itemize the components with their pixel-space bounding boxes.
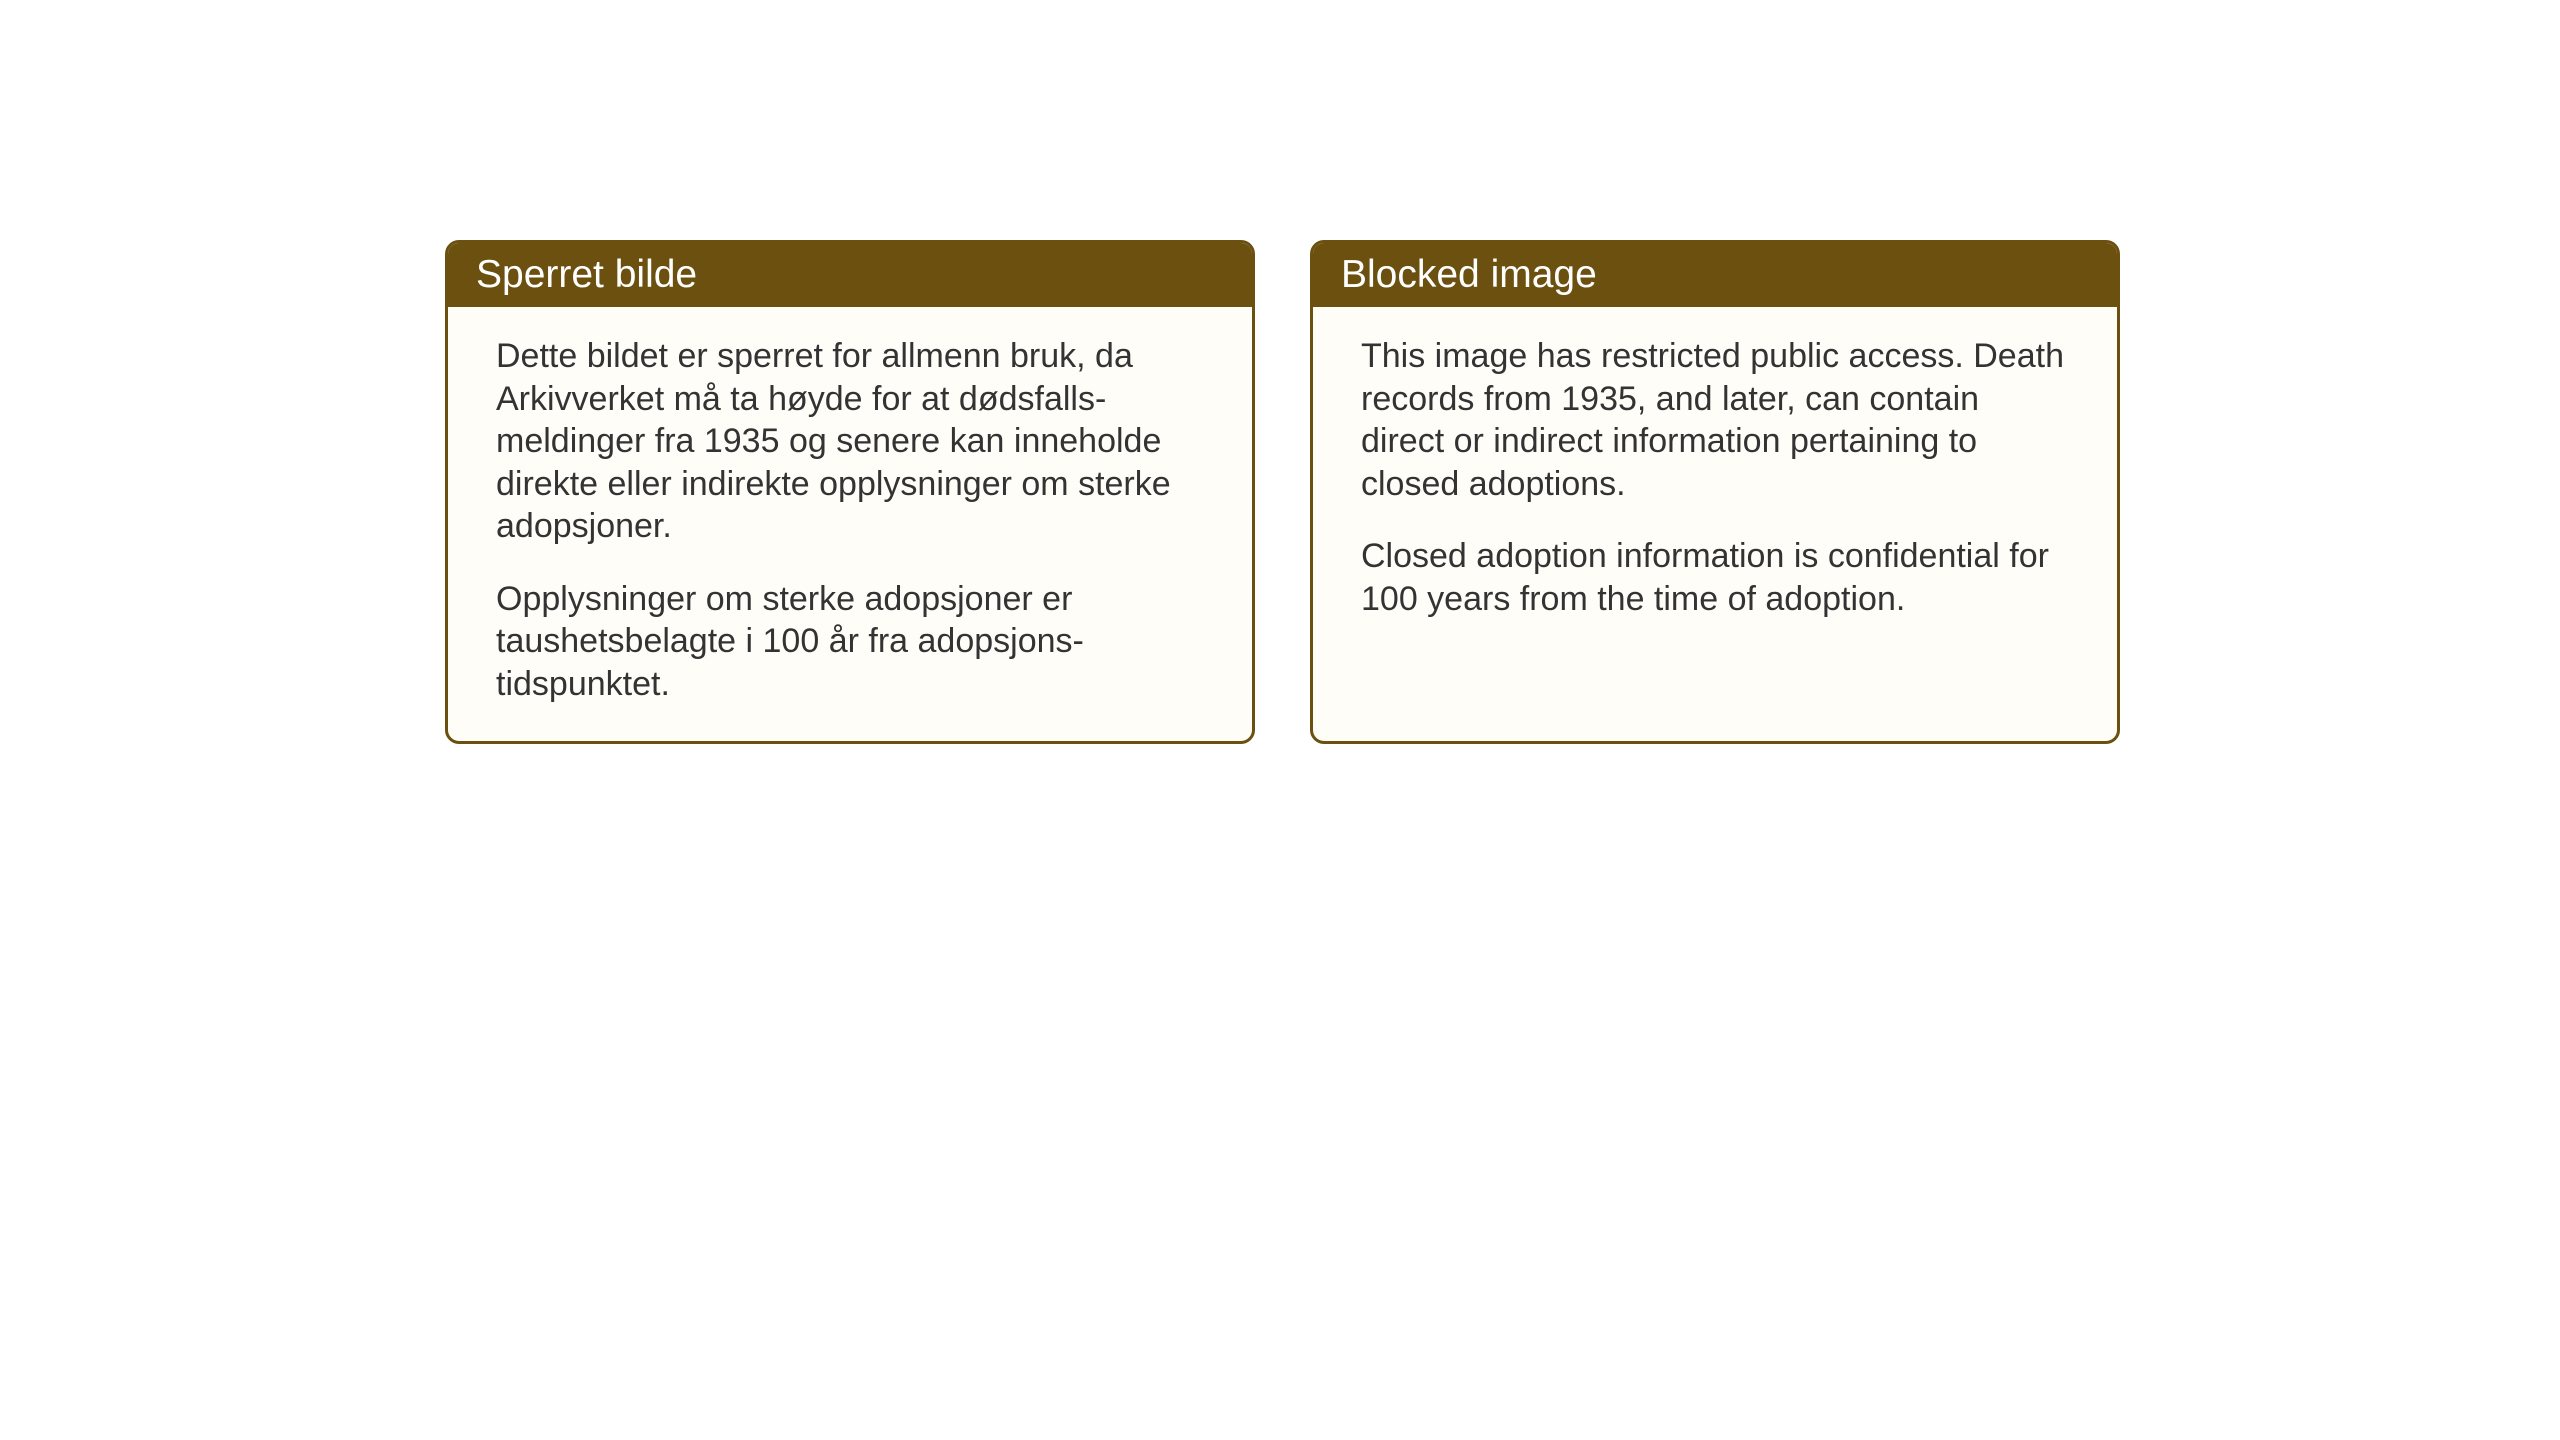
norwegian-card-title: Sperret bilde <box>476 253 697 296</box>
english-card-header: Blocked image <box>1313 243 2117 307</box>
norwegian-card-body: Dette bildet er sperret for allmenn bruk… <box>448 307 1252 741</box>
english-card-title: Blocked image <box>1341 253 1597 296</box>
cards-container: Sperret bilde Dette bildet er sperret fo… <box>445 240 2120 744</box>
english-paragraph-2: Closed adoption information is confident… <box>1361 535 2069 620</box>
english-card: Blocked image This image has restricted … <box>1310 240 2120 744</box>
english-paragraph-1: This image has restricted public access.… <box>1361 335 2069 505</box>
english-card-body: This image has restricted public access.… <box>1313 307 2117 656</box>
norwegian-card: Sperret bilde Dette bildet er sperret fo… <box>445 240 1255 744</box>
norwegian-paragraph-2: Opplysninger om sterke adopsjoner er tau… <box>496 578 1204 706</box>
norwegian-card-header: Sperret bilde <box>448 243 1252 307</box>
norwegian-paragraph-1: Dette bildet er sperret for allmenn bruk… <box>496 335 1204 548</box>
